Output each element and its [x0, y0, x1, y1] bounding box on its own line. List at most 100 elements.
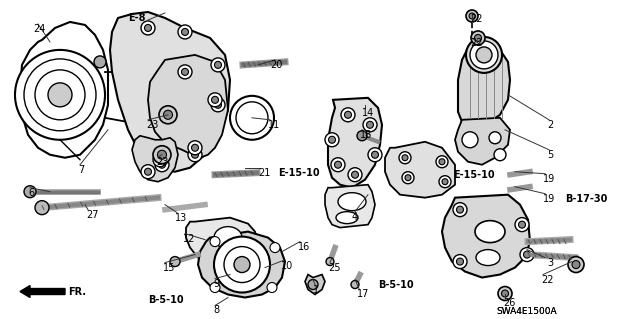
Ellipse shape	[336, 211, 358, 224]
Circle shape	[15, 50, 105, 140]
Circle shape	[145, 168, 152, 175]
Circle shape	[35, 201, 49, 215]
Circle shape	[341, 108, 355, 122]
Circle shape	[402, 172, 414, 184]
Ellipse shape	[475, 221, 505, 242]
Circle shape	[178, 25, 192, 39]
Circle shape	[178, 65, 192, 79]
Circle shape	[367, 121, 374, 128]
Circle shape	[371, 151, 378, 158]
Circle shape	[326, 257, 334, 265]
Circle shape	[325, 133, 339, 147]
Circle shape	[267, 283, 277, 293]
Circle shape	[224, 247, 260, 283]
Text: SWA4E1500A: SWA4E1500A	[496, 308, 557, 316]
Circle shape	[211, 96, 218, 103]
Text: SWA4E1500A: SWA4E1500A	[496, 308, 557, 316]
Circle shape	[489, 132, 501, 144]
Circle shape	[474, 34, 481, 41]
Polygon shape	[305, 275, 325, 294]
Text: 23: 23	[156, 157, 168, 167]
Circle shape	[230, 96, 274, 140]
Text: E-8: E-8	[128, 13, 145, 23]
Text: 19: 19	[543, 174, 556, 184]
Circle shape	[159, 106, 177, 124]
Circle shape	[476, 47, 492, 63]
Circle shape	[466, 10, 478, 22]
Polygon shape	[132, 136, 178, 182]
Circle shape	[270, 242, 280, 253]
Circle shape	[163, 110, 173, 119]
Circle shape	[524, 251, 531, 258]
Text: 22: 22	[470, 14, 483, 24]
Circle shape	[351, 171, 358, 178]
Circle shape	[24, 59, 96, 131]
Circle shape	[357, 131, 367, 141]
Circle shape	[568, 256, 584, 272]
Text: 26: 26	[503, 298, 515, 308]
Circle shape	[157, 156, 163, 163]
Text: 6: 6	[28, 188, 34, 198]
Circle shape	[363, 118, 377, 132]
Text: 9: 9	[213, 278, 219, 289]
Polygon shape	[198, 232, 285, 298]
Text: 17: 17	[357, 288, 369, 299]
Text: 13: 13	[175, 213, 188, 223]
Circle shape	[469, 13, 475, 19]
Text: E-15-10: E-15-10	[278, 168, 319, 178]
Text: 19: 19	[543, 194, 556, 204]
Circle shape	[214, 237, 270, 293]
Text: 14: 14	[362, 108, 374, 118]
Circle shape	[471, 31, 485, 45]
Text: 16: 16	[298, 241, 310, 252]
Polygon shape	[186, 218, 258, 268]
Circle shape	[470, 41, 498, 69]
Polygon shape	[325, 185, 375, 228]
Text: 20: 20	[270, 60, 282, 70]
Circle shape	[214, 101, 221, 108]
Text: 25: 25	[328, 263, 340, 272]
Polygon shape	[442, 195, 530, 278]
Circle shape	[368, 148, 382, 162]
Circle shape	[436, 156, 448, 168]
Circle shape	[191, 144, 198, 151]
Circle shape	[344, 111, 351, 118]
Text: 10: 10	[281, 261, 293, 271]
Circle shape	[453, 203, 467, 217]
Text: 4: 4	[352, 211, 358, 222]
Circle shape	[210, 237, 220, 247]
Circle shape	[141, 165, 155, 179]
Circle shape	[188, 148, 202, 162]
Text: E-15-10: E-15-10	[453, 170, 495, 180]
Text: 2: 2	[547, 120, 553, 130]
Circle shape	[236, 102, 268, 134]
Circle shape	[442, 179, 448, 185]
Circle shape	[145, 25, 152, 32]
Polygon shape	[328, 98, 382, 188]
Circle shape	[308, 279, 318, 290]
Text: FR.: FR.	[68, 286, 86, 297]
Circle shape	[234, 256, 250, 272]
Text: 7: 7	[78, 165, 84, 175]
Ellipse shape	[338, 193, 366, 211]
Text: 22: 22	[541, 275, 554, 285]
Circle shape	[153, 153, 167, 167]
Circle shape	[405, 175, 411, 181]
Text: 15: 15	[163, 263, 175, 272]
Circle shape	[182, 68, 189, 75]
Circle shape	[331, 158, 345, 172]
Text: 11: 11	[268, 120, 280, 130]
Text: 12: 12	[183, 234, 195, 244]
Circle shape	[456, 206, 463, 213]
Circle shape	[24, 186, 36, 198]
Circle shape	[211, 98, 225, 112]
Circle shape	[439, 159, 445, 165]
Circle shape	[153, 146, 171, 164]
Circle shape	[328, 136, 335, 143]
Circle shape	[191, 151, 198, 158]
Text: B-17-30: B-17-30	[565, 194, 607, 204]
Circle shape	[494, 149, 506, 161]
Circle shape	[351, 280, 359, 288]
Circle shape	[498, 286, 512, 300]
Circle shape	[399, 152, 411, 164]
